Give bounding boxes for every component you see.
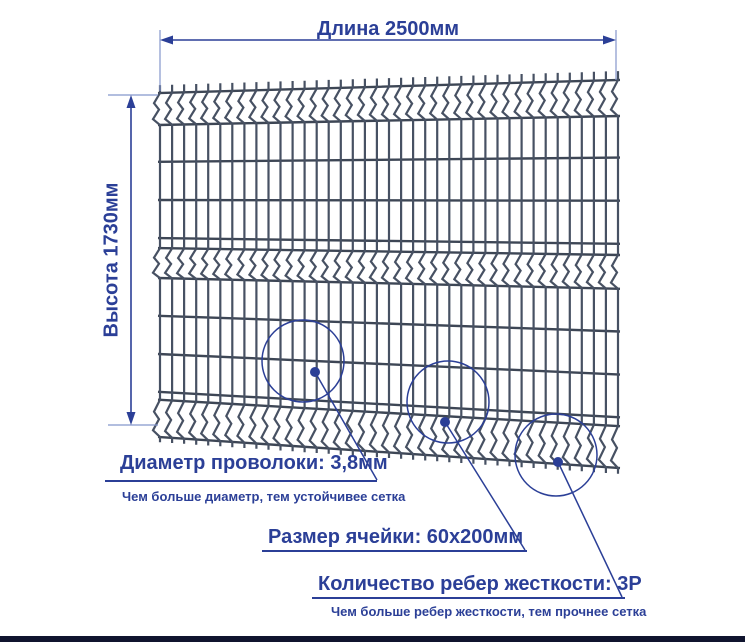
wire-diameter-label: Диаметр проволоки: 3,8мм <box>120 452 388 474</box>
ribs-count-note: Чем больше ребер жесткости, тем прочнее … <box>331 604 647 619</box>
height-dimension-label: Высота 1730мм <box>100 182 123 338</box>
magnifier-circle-ribs <box>514 413 598 497</box>
callout-circles <box>261 319 598 497</box>
callout-leader-lines <box>314 371 623 598</box>
height-dimension-arrow <box>108 94 158 426</box>
arrowhead-right-icon <box>603 35 616 45</box>
magnifier-circle-cell-size <box>406 360 490 444</box>
wire-diameter-note: Чем больше диаметр, тем устойчивее сетка <box>122 489 406 504</box>
length-dimension-label: Длина 2500мм <box>316 18 460 40</box>
magnifier-circle-wire-diameter <box>261 319 345 403</box>
bottom-accent-bar <box>0 636 745 642</box>
length-dimension-arrow <box>159 30 617 91</box>
ribs-count-label: Количество ребер жесткости: 3Р <box>318 573 642 595</box>
arrowhead-left-icon <box>160 35 173 45</box>
vertical-wires-with-ribs <box>151 71 620 474</box>
arrowhead-down-icon <box>126 412 136 425</box>
arrowhead-up-icon <box>126 95 136 108</box>
callout-underlines <box>105 480 625 599</box>
cell-size-label: Размер ячейки: 60х200мм <box>268 526 524 548</box>
fence-mesh <box>151 71 621 474</box>
